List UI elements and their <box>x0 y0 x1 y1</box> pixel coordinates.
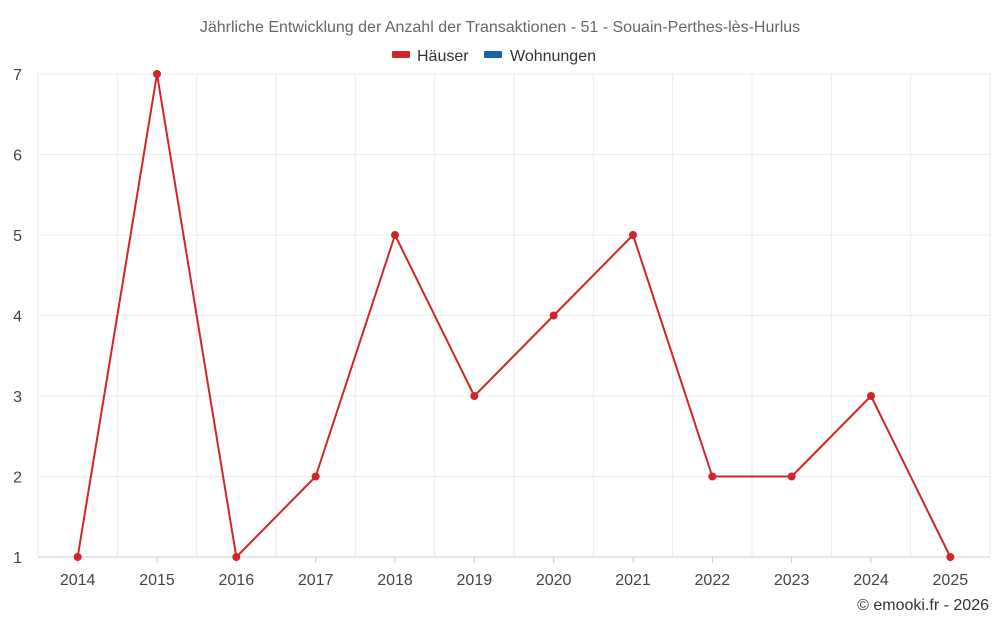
data-point-2024[interactable] <box>867 392 875 400</box>
data-point-2014[interactable] <box>73 553 82 561</box>
x-tick-label-2019: 2019 <box>457 572 493 589</box>
y-tick-label-1: 1 <box>13 550 22 567</box>
y-tick-label-3: 3 <box>13 389 22 406</box>
y-tick-label-5: 5 <box>13 228 22 245</box>
legend-swatch-houses <box>392 51 410 58</box>
data-point-2020[interactable] <box>549 311 558 320</box>
x-tick-label-2016: 2016 <box>219 572 255 589</box>
y-tick-label-7: 7 <box>13 67 22 84</box>
data-point-2022[interactable] <box>708 472 717 481</box>
axes: 1 2 3 4 5 6 7 2014 2015 2016 2017 2018 2019 2020 2021 2… <box>13 67 990 589</box>
data-point-2023[interactable] <box>787 472 796 481</box>
data-point-2021[interactable] <box>629 231 637 239</box>
x-tick-label-2022: 2022 <box>695 572 731 589</box>
x-tick-label-2025: 2025 <box>933 572 969 589</box>
legend: Häuser Wohnungen <box>392 48 596 65</box>
chart-title: Jährliche Entwicklung der Anzahl der Tra… <box>200 19 800 36</box>
data-point-2016[interactable] <box>232 553 241 561</box>
legend-swatch-apartments <box>484 51 502 58</box>
legend-item-houses[interactable]: Häuser <box>392 48 469 65</box>
x-tick-label-2015: 2015 <box>139 572 175 589</box>
x-tick-label-2014: 2014 <box>60 572 96 589</box>
legend-label-apartments: Wohnungen <box>510 48 596 65</box>
data-point-2017[interactable] <box>311 472 320 481</box>
grid <box>37 73 991 557</box>
data-point-2025[interactable] <box>946 553 955 561</box>
y-tick-label-6: 6 <box>13 148 22 165</box>
series-line-0 <box>76 73 952 558</box>
x-tick-label-2021: 2021 <box>615 572 651 589</box>
data-point-2019[interactable] <box>470 392 479 400</box>
credit: © emooki.fr - 2026 <box>857 597 989 614</box>
x-tick-label-2024: 2024 <box>853 572 889 589</box>
y-tick-label-4: 4 <box>13 309 22 326</box>
series-houses <box>73 70 955 561</box>
x-tick-label-2020: 2020 <box>536 572 572 589</box>
data-point-2018[interactable] <box>391 231 399 239</box>
legend-item-apartments[interactable]: Wohnungen <box>484 48 596 65</box>
data-point-2015[interactable] <box>153 70 161 78</box>
x-tick-label-2023: 2023 <box>774 572 810 589</box>
y-tick-label-2: 2 <box>13 470 22 487</box>
legend-label-houses: Häuser <box>417 48 469 65</box>
x-tick-label-2017: 2017 <box>298 572 334 589</box>
x-tick-label-2018: 2018 <box>377 572 413 589</box>
